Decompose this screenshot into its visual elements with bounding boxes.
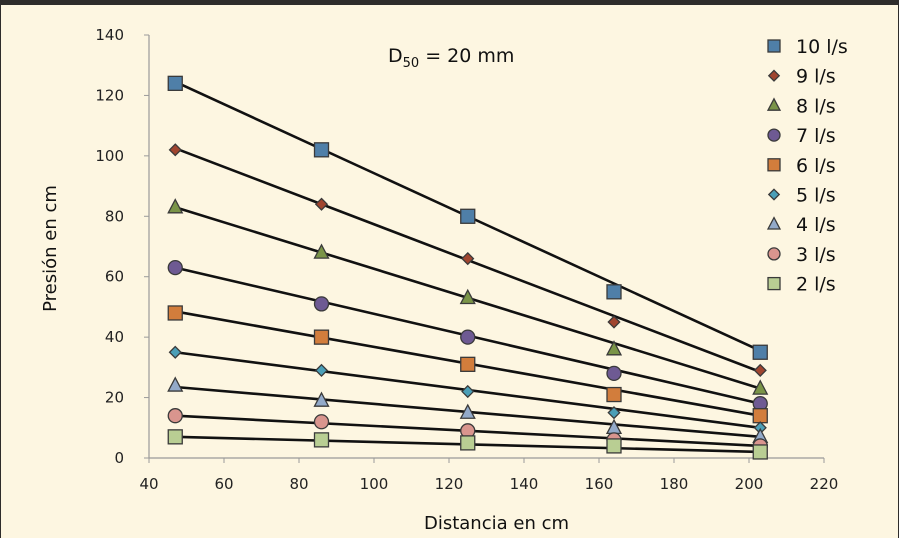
legend-label: 8 l/s	[796, 95, 836, 117]
x-tick-label: 100	[360, 475, 389, 493]
x-tick-label: 200	[735, 475, 764, 493]
data-point	[607, 315, 621, 329]
legend-marker	[767, 188, 781, 201]
y-tick-label: 40	[105, 328, 124, 346]
axes: 0 20 40 60 80 100 120 140 40 60 80 100 120 140 160 180 2…	[95, 26, 838, 493]
y-tick-label: 80	[105, 207, 124, 225]
legend: 10 l/s 9 l/s 8 l/s 7 l/s 6 l/s 5 l/s 4 l/s 3 l/…	[766, 36, 848, 296]
data-point	[605, 340, 623, 356]
data-point	[606, 386, 622, 403]
data-point	[752, 408, 768, 424]
data-point	[605, 418, 623, 435]
data-point	[752, 444, 768, 460]
legend-label: 5 l/s	[796, 185, 836, 207]
data-point	[313, 142, 330, 158]
data-points	[167, 75, 769, 460]
x-tick-label: 140	[510, 475, 539, 493]
data-point	[313, 296, 330, 312]
legend-marker	[767, 128, 781, 142]
data-point	[167, 259, 183, 276]
data-point	[459, 403, 476, 419]
x-tick-label: 180	[660, 475, 689, 493]
chart: 0 20 40 60 80 100 120 140 40 60 80 100 120 140 160 180 2…	[40, 26, 848, 534]
data-point	[314, 363, 329, 377]
legend-label: 3 l/s	[796, 244, 836, 266]
y-tick-label: 0	[114, 449, 124, 467]
data-point	[314, 197, 329, 211]
x-tick-label: 40	[139, 475, 158, 493]
y-axis-title: Presión en cm	[40, 185, 61, 312]
data-point	[753, 363, 767, 377]
data-point	[460, 329, 476, 345]
data-point	[168, 143, 182, 157]
data-point	[168, 345, 182, 359]
data-point	[606, 438, 622, 454]
legend-label: 6 l/s	[796, 155, 836, 177]
x-axis-title: Distancia en cm	[424, 513, 569, 534]
legend-marker	[766, 216, 782, 230]
y-tick-label: 120	[95, 86, 124, 104]
legend-marker	[767, 39, 781, 53]
legend-marker	[767, 276, 781, 291]
data-point	[167, 75, 183, 91]
x-tick-label: 220	[810, 475, 839, 493]
x-tick-label: 60	[214, 475, 233, 493]
y-tick-label: 100	[95, 147, 124, 165]
data-point	[460, 435, 476, 451]
data-point	[313, 432, 330, 448]
y-tick-label: 140	[95, 26, 124, 44]
legend-marker	[767, 247, 781, 261]
legend-label: 10 l/s	[796, 36, 848, 58]
data-point	[167, 376, 184, 392]
legend-label: 7 l/s	[796, 125, 836, 147]
x-tick-label: 160	[585, 475, 614, 493]
data-point	[313, 391, 330, 407]
data-point	[167, 305, 183, 321]
data-point	[459, 288, 476, 305]
legend-label: 4 l/s	[796, 214, 836, 236]
legend-label: 2 l/s	[796, 274, 836, 296]
legend-marker	[767, 69, 781, 82]
data-point	[752, 379, 769, 395]
data-point	[606, 284, 622, 300]
data-point	[313, 243, 330, 259]
d50-annotation: D50 = 20 mm	[388, 45, 514, 71]
y-tick-label: 20	[105, 389, 124, 407]
legend-label: 9 l/s	[796, 66, 836, 88]
data-point	[460, 356, 476, 372]
data-point	[313, 414, 330, 430]
data-point	[606, 365, 622, 382]
data-point	[167, 429, 183, 445]
data-point	[461, 384, 475, 399]
data-point	[167, 198, 184, 214]
data-point	[167, 408, 183, 424]
x-tick-label: 80	[289, 475, 308, 493]
data-point	[460, 208, 476, 224]
legend-marker	[767, 158, 781, 172]
x-tick-label: 120	[435, 475, 464, 493]
data-point	[461, 251, 475, 266]
legend-marker	[766, 97, 782, 111]
y-tick-label: 60	[105, 268, 124, 286]
data-point	[607, 406, 621, 420]
data-point	[752, 344, 768, 360]
data-point	[313, 329, 330, 345]
